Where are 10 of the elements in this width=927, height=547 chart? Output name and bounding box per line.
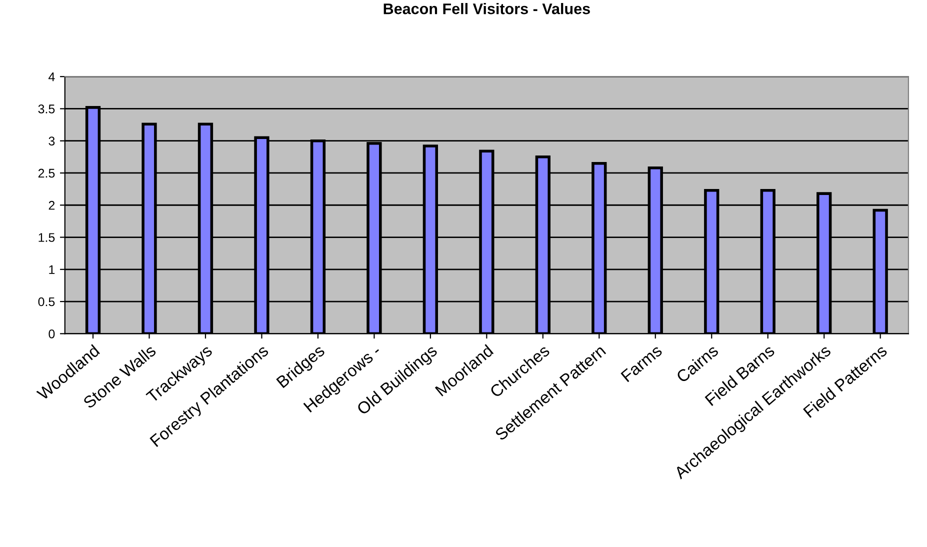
- y-tick-label: 3: [48, 136, 55, 146]
- chart-title: Beacon Fell Visitors - Values: [384, 3, 590, 14]
- y-tick-label: 0: [48, 329, 55, 338]
- y-tick-label: 1: [49, 265, 55, 274]
- y-tick-label: 1.5: [38, 233, 55, 242]
- y-tick-label: 2: [48, 200, 55, 210]
- y-tick-label: 0.5: [38, 297, 55, 306]
- y-tick-label: 4: [48, 72, 55, 82]
- y-tick-label: 3.5: [38, 104, 55, 114]
- y-tick-label: 2.5: [38, 168, 55, 178]
